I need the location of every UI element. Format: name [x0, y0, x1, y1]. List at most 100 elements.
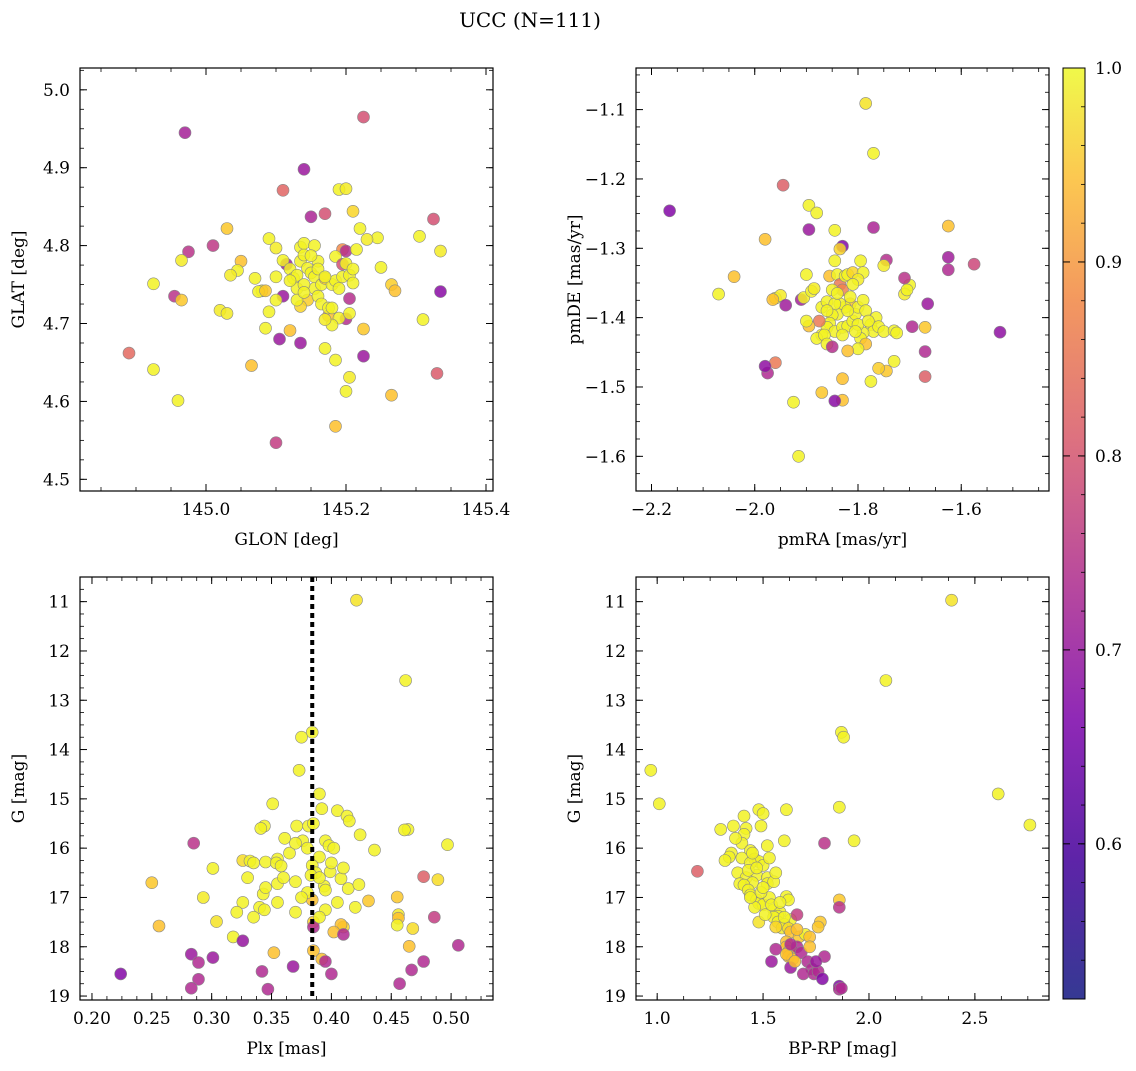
- data-point: [851, 342, 865, 356]
- data-point: [283, 324, 297, 337]
- x-tick-label: 0.20: [73, 1009, 111, 1029]
- x-tick-label: −1.6: [941, 500, 982, 520]
- data-point: [346, 205, 360, 218]
- data-point: [754, 819, 768, 833]
- data-point: [777, 834, 791, 848]
- data-point: [206, 951, 220, 964]
- y-tick-label: 17: [604, 888, 626, 908]
- scatter-panel-bottom-left: 0.20 0.25 0.30 0.35 0.40 0.45 0.50 11 12 13 14 15 16…: [9, 576, 494, 1059]
- data-point: [289, 836, 302, 850]
- data-point: [841, 344, 855, 358]
- data-point: [318, 313, 332, 326]
- colorbar: 0.6 0.7 0.8 0.9 1.0: [1062, 59, 1122, 1000]
- data-point: [691, 864, 704, 878]
- data-point: [315, 802, 329, 816]
- data-point: [259, 284, 272, 298]
- y-tick-label: 14: [604, 741, 626, 761]
- data-point: [718, 854, 732, 867]
- colorbar-tick-label: 0.7: [1095, 641, 1122, 661]
- axes-frame: [635, 576, 1050, 1001]
- data-point: [276, 184, 290, 197]
- axes-frame: [79, 576, 494, 1001]
- data-point: [175, 293, 188, 307]
- data-point: [765, 955, 778, 968]
- data-point: [890, 326, 904, 340]
- data-point: [828, 254, 842, 268]
- data-point: [790, 923, 804, 936]
- y-tick-label: −1.2: [585, 170, 626, 190]
- data-point: [313, 787, 326, 801]
- colorbar-tick-label: 0.6: [1095, 835, 1122, 855]
- data-point: [872, 361, 885, 375]
- data-point: [727, 270, 741, 284]
- y-tick-label: 12: [604, 642, 626, 662]
- data-point: [346, 262, 360, 276]
- data-point: [206, 239, 220, 252]
- y-tick-label: 4.5: [43, 470, 70, 490]
- data-point: [815, 386, 829, 399]
- data-point: [900, 283, 914, 297]
- data-point: [417, 955, 430, 968]
- y-tick-label: 13: [604, 691, 626, 711]
- x-tick-label: 0.45: [372, 1009, 410, 1029]
- axes-frame: [79, 67, 494, 492]
- data-point: [777, 910, 791, 924]
- data-point: [796, 967, 810, 981]
- data-point: [402, 939, 416, 953]
- data-point: [292, 763, 306, 777]
- data-point: [746, 846, 759, 860]
- data-point: [803, 940, 817, 954]
- data-point: [820, 304, 834, 318]
- data-point: [319, 955, 332, 968]
- data-point: [147, 363, 160, 376]
- data-point: [833, 242, 847, 256]
- data-point: [417, 870, 430, 884]
- y-tick-label: 4.9: [43, 159, 70, 179]
- data-points: [644, 593, 1037, 996]
- x-tick-label: 1.5: [750, 1009, 777, 1029]
- data-point: [331, 804, 344, 818]
- data-point: [325, 856, 338, 870]
- data-point: [792, 449, 805, 463]
- data-point: [329, 419, 342, 433]
- data-point: [185, 947, 198, 961]
- data-point: [171, 394, 185, 407]
- data-point: [905, 320, 919, 334]
- data-point: [236, 896, 250, 909]
- y-tick-label: 17: [48, 888, 70, 908]
- x-tick-label: 145.2: [322, 500, 371, 520]
- data-point: [318, 207, 332, 220]
- y-tick-label: −1.6: [585, 447, 626, 467]
- data-point: [828, 394, 842, 408]
- data-point: [220, 222, 234, 235]
- data-point: [766, 293, 780, 306]
- y-tick-label: 4.8: [43, 237, 70, 257]
- data-point: [750, 861, 764, 875]
- data-point: [318, 342, 332, 355]
- y-axis-label: pmDE [mas/yr]: [565, 214, 585, 344]
- data-point: [343, 292, 356, 305]
- data-point: [756, 807, 770, 820]
- data-point: [406, 922, 420, 935]
- data-point: [329, 353, 342, 367]
- y-tick-label: 16: [604, 839, 626, 859]
- data-point: [941, 219, 955, 233]
- data-point: [802, 199, 816, 212]
- data-point: [832, 800, 846, 814]
- x-tick-label: 145.0: [182, 500, 231, 520]
- data-point: [663, 204, 676, 218]
- data-point: [763, 851, 776, 865]
- data-point: [941, 250, 955, 264]
- data-point: [887, 354, 901, 368]
- data-point: [807, 282, 821, 295]
- data-point: [802, 223, 816, 236]
- data-point: [714, 823, 728, 836]
- y-tick-label: 19: [604, 987, 626, 1007]
- data-point: [773, 896, 787, 909]
- data-point: [352, 878, 366, 891]
- data-point: [325, 301, 339, 315]
- x-axis-label: pmRA [mas/yr]: [778, 530, 907, 550]
- data-point: [337, 861, 350, 875]
- data-point: [276, 254, 290, 267]
